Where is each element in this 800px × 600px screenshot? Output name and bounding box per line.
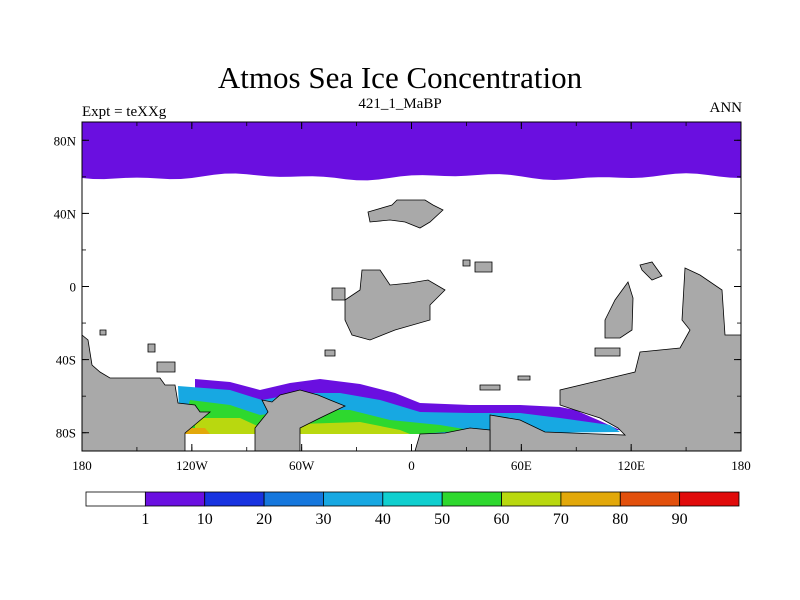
colorbar-swatch bbox=[560, 491, 621, 507]
land-islet-1 bbox=[331, 287, 346, 301]
arctic-ice-band-1 bbox=[82, 122, 741, 181]
land-africa-like bbox=[344, 269, 446, 341]
land-islet-3 bbox=[147, 343, 156, 353]
land-islet-9 bbox=[479, 384, 501, 391]
y-tick-label: 40N bbox=[54, 206, 77, 221]
y-tick-label: 40S bbox=[56, 353, 76, 368]
colorbar-swatch bbox=[144, 491, 206, 507]
colorbar-swatch bbox=[263, 491, 324, 507]
land-islet-10 bbox=[517, 375, 531, 381]
land-islet-5 bbox=[474, 261, 493, 273]
colorbar-label: 30 bbox=[315, 511, 331, 528]
x-axis: 180 120W 60W 0 60E 120E 180 bbox=[72, 122, 751, 473]
colorbar-label: 20 bbox=[256, 511, 272, 528]
colorbar-label: 40 bbox=[375, 511, 391, 528]
colorbar-swatch bbox=[85, 491, 146, 507]
x-tick-label: 180 bbox=[72, 458, 92, 473]
y-axis: 80N 40N 0 40S 80S bbox=[54, 133, 741, 441]
run-label: 421_1_MaBP bbox=[358, 96, 442, 112]
colorbar-swatch bbox=[501, 491, 562, 507]
colorbar-swatch bbox=[204, 491, 265, 507]
colorbar-label: 80 bbox=[612, 511, 628, 528]
land-europe-like bbox=[367, 199, 444, 229]
x-tick-label: 120W bbox=[176, 458, 209, 473]
experiment-label: Expt = teXXg bbox=[82, 104, 167, 120]
colorbar: 1 10 20 30 40 50 60 70 80 90 bbox=[85, 491, 740, 528]
colorbar-label: 1 bbox=[141, 511, 149, 528]
season-label: ANN bbox=[709, 100, 743, 116]
y-tick-label: 80S bbox=[56, 426, 76, 441]
x-tick-label: 120E bbox=[617, 458, 645, 473]
x-tick-label: 60W bbox=[289, 458, 315, 473]
land-australia-like bbox=[604, 281, 634, 339]
x-tick-label: 0 bbox=[408, 458, 415, 473]
land-islet-6 bbox=[462, 259, 471, 267]
land-islet-4 bbox=[99, 329, 107, 336]
land-islet-2 bbox=[156, 361, 176, 373]
antarctic-ice-peak bbox=[185, 428, 210, 434]
colorbar-label: 70 bbox=[553, 511, 569, 528]
colorbar-swatch bbox=[382, 491, 443, 507]
colorbar-swatch bbox=[441, 491, 502, 507]
colorbar-label: 50 bbox=[434, 511, 450, 528]
colorbar-swatch bbox=[679, 491, 740, 507]
land-south-west bbox=[82, 334, 212, 451]
y-tick-label: 0 bbox=[70, 280, 77, 295]
colorbar-swatch bbox=[323, 491, 384, 507]
land-island-asia bbox=[639, 261, 663, 281]
land-south-center bbox=[414, 427, 491, 451]
chart-title: Atmos Sea Ice Concentration bbox=[217, 60, 583, 95]
x-tick-label: 60E bbox=[511, 458, 532, 473]
colorbar-label: 90 bbox=[672, 511, 688, 528]
land-mask bbox=[82, 199, 741, 451]
land-south-east bbox=[489, 267, 741, 451]
land-south-main bbox=[240, 389, 346, 451]
y-tick-label: 80N bbox=[54, 133, 77, 148]
land-islet-7 bbox=[594, 347, 621, 357]
antarctic-ice-bands bbox=[178, 379, 620, 434]
arctic-ice-bands bbox=[82, 122, 741, 181]
x-tick-label: 180 bbox=[731, 458, 751, 473]
colorbar-label: 60 bbox=[494, 511, 510, 528]
colorbar-label: 10 bbox=[197, 511, 213, 528]
colorbar-swatch bbox=[619, 491, 681, 507]
land-islet-8 bbox=[324, 349, 336, 357]
